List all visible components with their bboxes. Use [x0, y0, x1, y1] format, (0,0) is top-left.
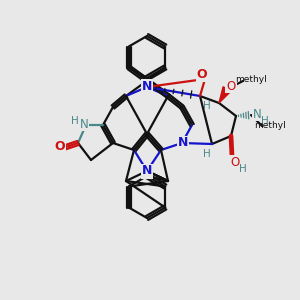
Text: O: O: [197, 68, 207, 80]
Text: O: O: [230, 155, 240, 169]
Text: H: H: [71, 116, 79, 126]
Text: methyl: methyl: [254, 121, 286, 130]
Text: H: H: [203, 149, 211, 159]
Text: N: N: [178, 136, 188, 149]
Text: H: H: [203, 101, 211, 111]
Text: N: N: [142, 80, 152, 92]
Text: O: O: [55, 140, 65, 152]
Text: O: O: [226, 80, 236, 92]
Polygon shape: [219, 87, 231, 103]
Text: H: H: [261, 116, 269, 126]
Text: N: N: [253, 107, 261, 121]
Text: N: N: [142, 164, 152, 178]
Text: methyl: methyl: [235, 76, 267, 85]
Text: N: N: [80, 118, 88, 130]
Text: H: H: [239, 164, 247, 174]
